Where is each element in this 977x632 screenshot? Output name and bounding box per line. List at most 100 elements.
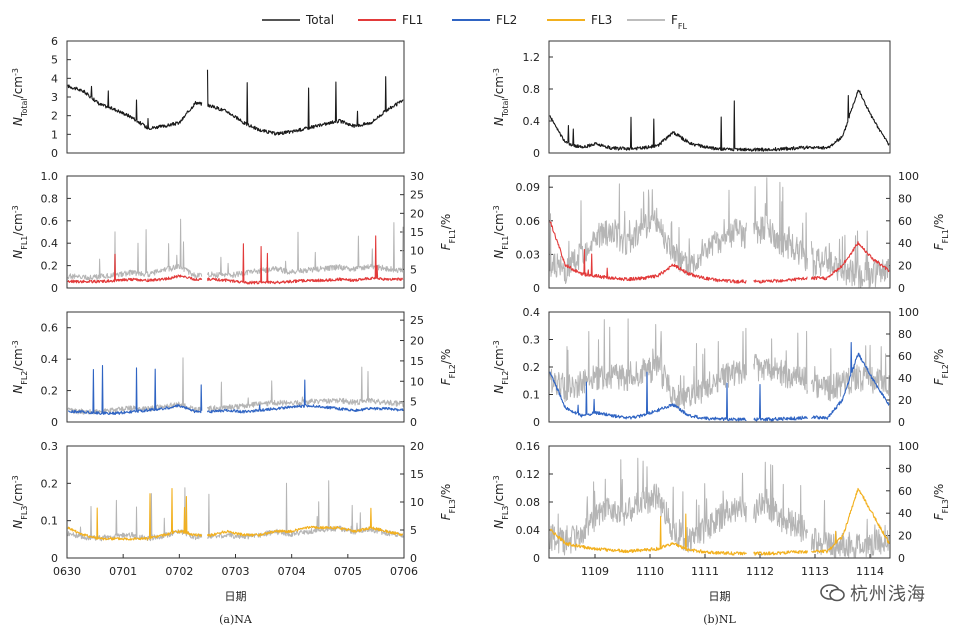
ytick-label: 0.16 [516,440,541,453]
series-fl2 [67,364,404,416]
ff-ytick-label: 10 [410,245,424,258]
svg-text:NFL2/cm-3: NFL2/cm-3 [11,340,29,393]
svg-text:NFL3/cm-3: NFL3/cm-3 [492,475,510,528]
ylabel: NFL2/cm-3 [11,340,29,393]
svg-text:FFL2/%: FFL2/% [932,349,950,386]
svg-text:NFL1/cm-3: NFL1/cm-3 [11,205,29,258]
plot-frame [548,311,891,423]
series-ffl [549,177,890,288]
ytick-label: 0.3 [41,440,59,453]
legend-label-0: Total [305,13,334,27]
ff-ytick-label: 5 [410,396,417,409]
ff-ytick-label: 10 [410,496,424,509]
svg-text:FFL1/%: FFL1/% [439,214,457,251]
panel-1-1: 0 0.03 0.06 0.09 0 20 40 60 80 100 FFL1/% NFL1/cm-3 [492,170,950,295]
ff-ylabel: FFL1/% [439,214,457,251]
ytick-label: 0 [51,147,58,160]
legend-label-1: FL1 [402,13,423,27]
xtick-label: 1114 [856,565,884,578]
ytick-label: 0.6 [41,215,59,228]
panel-0-1: 0 0.2 0.4 0.6 0.8 1.0 0 5 10 15 20 25 30 FFL1/% NFL1/c… [11,170,457,295]
ylabel: NFL3/cm-3 [11,475,29,528]
ff-ytick-label: 40 [898,372,912,385]
xtick-label: 0706 [390,565,418,578]
ff-ytick-label: 60 [898,215,912,228]
ff-ytick-label: 80 [898,462,912,475]
ff-ytick-label: 20 [898,394,912,407]
ff-ytick-label: 60 [898,350,912,363]
ylabel: NFL3/cm-3 [492,475,510,528]
panel-1-0: 0 0.4 0.8 1.2 NTotal/cm-3 [492,40,891,160]
xtick-label: 0705 [334,565,362,578]
watermark: 杭州浅海 [820,578,970,608]
ff-ytick-label: 25 [410,189,424,202]
ff-ytick-label: 30 [410,170,424,183]
ytick-label: 0.8 [41,192,59,205]
ytick-label: 1 [51,128,58,141]
series-total [549,89,890,152]
column-nl: 0 0.4 0.8 1.2 NTotal/cm-3 0 0.03 0.06 0.09 0 20 40 6… [492,40,950,626]
ytick-label: 0 [533,416,540,429]
watermark-text: 杭州浅海 [850,584,926,605]
ff-ytick-label: 0 [898,552,905,565]
ytick-label: 0.6 [41,322,59,335]
xtick-label: 1112 [746,565,774,578]
ff-ytick-label: 15 [410,468,424,481]
ff-ylabel: FFL3/% [439,484,457,521]
svg-text:FFL1/%: FFL1/% [932,214,950,251]
series-fl1 [67,235,404,285]
xtick-label: 0630 [53,565,81,578]
xtick-label: 0703 [222,565,250,578]
ff-ytick-label: 15 [410,226,424,239]
series-fl3 [67,488,404,541]
ff-ytick-label: 0 [410,416,417,429]
ytick-label: 0.1 [41,515,59,528]
ylabel: NFL1/cm-3 [11,205,29,258]
ff-ytick-label: 10 [410,375,424,388]
ff-ytick-label: 5 [410,524,417,537]
series-fl2 [549,341,890,422]
series-total [67,69,404,136]
series-ffl [67,218,404,281]
ff-ytick-label: 25 [410,314,424,327]
ytick-label: 0 [533,282,540,295]
series-fl3 [549,487,890,556]
ylabel: NTotal/cm-3 [11,68,29,126]
ff-ytick-label: 80 [898,192,912,205]
ff-ytick-label: 40 [898,507,912,520]
svg-text:FFL3/%: FFL3/% [932,484,950,521]
legend-label-3: FL3 [591,13,612,27]
panel-0-3: 0 0.1 0.2 0.3 0 5 10 15 20 FFL3/% NFL3/cm-3 [11,440,457,565]
ytick-label: 0 [533,552,540,565]
series-ffl [67,357,404,415]
ylabel: NFL1/cm-3 [492,205,510,258]
ytick-label: 0.12 [516,468,541,481]
panel-0-2: 0 0.2 0.4 0.6 0 5 10 15 20 25 FFL2/% NFL2/cm-3 [11,311,457,429]
ytick-label: 0.2 [41,477,59,490]
xtick-label: 0704 [278,565,306,578]
ff-ylabel: FFL2/% [932,349,950,386]
ytick-label: 1.0 [41,170,59,183]
series-ffl [549,457,890,558]
svg-text:FFL2/%: FFL2/% [439,349,457,386]
ytick-label: 0.09 [516,181,541,194]
plot-frame [66,175,405,289]
svg-text:NFL1/cm-3: NFL1/cm-3 [492,205,510,258]
plot-frame [548,175,891,289]
ff-ytick-label: 0 [898,282,905,295]
ytick-label: 3 [51,91,58,104]
ff-ytick-label: 20 [410,440,424,453]
ytick-label: 0.4 [523,306,541,319]
ff-ylabel: FFL3/% [932,484,950,521]
ff-ytick-label: 5 [410,263,417,276]
ytick-label: 4 [51,72,58,85]
ff-ylabel: FFL2/% [439,349,457,386]
ytick-label: 0.04 [516,524,541,537]
ytick-label: 0 [533,147,540,160]
legend-label-4: FFL [671,13,688,31]
ff-ylabel: FFL1/% [932,214,950,251]
ytick-label: 0 [51,552,58,565]
ytick-label: 0.03 [516,248,541,261]
ytick-label: 0.3 [523,334,541,347]
ytick-label: 1.2 [523,51,541,64]
